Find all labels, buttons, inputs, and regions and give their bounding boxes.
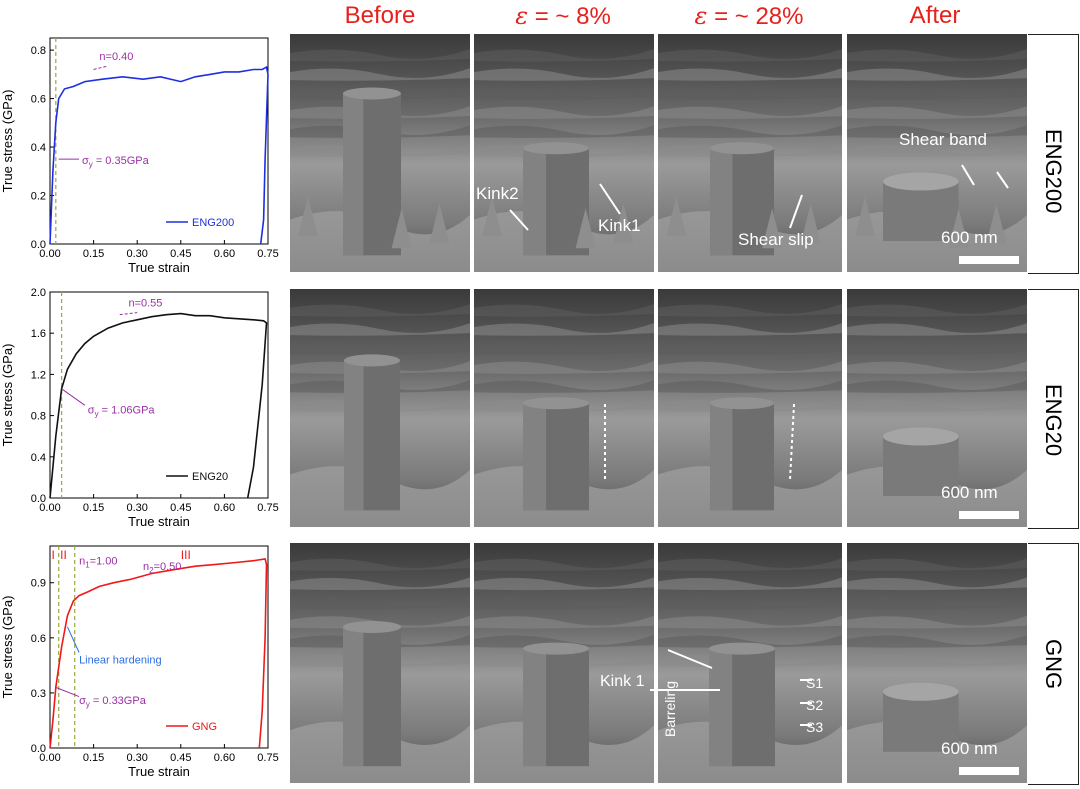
stage-label: II	[60, 548, 67, 562]
row-label-gng: GNG	[1041, 639, 1066, 690]
sem-image-eng20-strain-8	[474, 289, 654, 527]
x-axis-label: True strain	[128, 514, 190, 529]
plot-frame	[49, 37, 269, 245]
annotation-barreling: Barreling	[662, 680, 678, 737]
scale-bar-label-eng200: 600 nm	[941, 228, 998, 247]
column-title-strain-8: ε = ~ 8%	[515, 2, 611, 30]
x-tick-label: 0.45	[170, 752, 191, 764]
annotation-s2: S2	[806, 697, 824, 713]
chart-eng200: 0.00 0.15 0.30 0.45 0.60 0.75 0.0 0.2 0.4 0.6 0.8 T…	[0, 30, 285, 280]
series-line-eng200	[49, 65, 269, 245]
x-tick-label: 0.15	[83, 248, 104, 260]
plot-frame	[49, 545, 269, 749]
y-tick-label: 0.8	[31, 45, 46, 57]
x-tick-label: 0.60	[214, 248, 235, 260]
scale-bar-gng	[959, 767, 1019, 775]
annotation-shear-band: Shear band	[899, 130, 987, 149]
annotation-kink2: Kink2	[476, 184, 519, 203]
x-tick-label: 0.75	[257, 502, 278, 514]
sem-image-eng20-after	[847, 289, 1027, 527]
sem-image-gng-after	[847, 543, 1027, 783]
x-tick-label: 0.00	[39, 752, 60, 764]
x-tick-label: 0.60	[214, 502, 235, 514]
y-axis-label: True stress (GPa)	[0, 596, 15, 699]
x-tick-label: 0.15	[83, 752, 104, 764]
x-tick-label: 0.30	[126, 752, 147, 764]
x-tick-label: 0.75	[257, 752, 278, 764]
scale-bar-eng20	[959, 511, 1019, 519]
annotation-shear-slip: Shear slip	[738, 230, 814, 249]
x-tick-label: 0.45	[170, 502, 191, 514]
y-tick-label: 0.9	[31, 578, 46, 590]
legend-label: GNG	[192, 721, 217, 733]
row-label-box-gng: GNG	[1028, 543, 1079, 785]
column-title-strain-28: ε = ~ 28%	[694, 2, 804, 30]
sem-image-gng-strain-28	[658, 543, 842, 783]
x-tick-label: 0.75	[257, 248, 278, 260]
y-tick-label: 0.2	[31, 191, 46, 203]
sem-image-eng200-strain-8	[474, 34, 654, 272]
sem-image-gng-strain-8	[474, 543, 654, 783]
chart-annotation: σy = 0.33GPa	[79, 695, 147, 709]
y-tick-label: 0.8	[31, 411, 46, 423]
x-axis-label: True strain	[128, 764, 190, 779]
chart-eng20: 0.00 0.15 0.30 0.45 0.60 0.75 0.0 0.4 0.8 1.2 1.6 2…	[0, 284, 285, 534]
x-tick-label: 0.60	[214, 752, 235, 764]
sem-image-eng20-strain-28	[658, 289, 842, 527]
sem-image-gng-before	[290, 543, 470, 783]
chart-annotation: n1=1.00	[79, 555, 117, 569]
y-tick-label: 2.0	[31, 287, 46, 299]
y-tick-label: 0.0	[31, 743, 46, 755]
chart-annotation: n=0.55	[128, 297, 162, 309]
column-title-after: After	[909, 2, 961, 29]
y-tick-label: 0.4	[31, 452, 46, 464]
y-tick-label: 0.3	[31, 688, 46, 700]
sem-image-eng200-after	[847, 34, 1027, 272]
scale-bar-label-eng20: 600 nm	[941, 483, 998, 502]
stage-label: I	[51, 548, 54, 562]
x-tick-label: 0.00	[39, 248, 60, 260]
annotation-s3: S3	[806, 719, 824, 735]
legend-label: ENG200	[192, 217, 234, 229]
x-tick-label: 0.00	[39, 502, 60, 514]
sem-image-eng200-before	[290, 34, 470, 272]
y-tick-label: 0.0	[31, 239, 46, 251]
annotation-kink1: Kink1	[598, 216, 641, 235]
annotation-gng-kink1: Kink 1	[600, 673, 645, 690]
plot-frame	[49, 291, 269, 499]
legend-label: ENG20	[192, 471, 228, 483]
x-tick-label: 0.30	[126, 248, 147, 260]
sem-image-eng20-before	[290, 289, 470, 527]
row-label-eng200: ENG200	[1041, 129, 1066, 214]
scale-bar-eng200	[959, 256, 1019, 264]
chart-annotation: Linear hardening	[79, 655, 162, 667]
series-line-gng	[49, 557, 268, 749]
y-axis-label: True stress (GPa)	[0, 344, 15, 447]
x-tick-label: 0.45	[170, 248, 191, 260]
scale-bar-label-gng: 600 nm	[941, 739, 998, 758]
chart-annotation: σy = 0.35GPa	[82, 155, 150, 169]
chart-annotation: σy = 1.06GPa	[88, 405, 156, 419]
annotation-s1: S1	[806, 675, 824, 691]
chart-gng: 0.00 0.15 0.30 0.45 0.60 0.75 0.0 0.3 0.6 0.9 True…	[0, 538, 285, 784]
y-tick-label: 0.6	[31, 633, 46, 645]
y-tick-label: 1.2	[31, 369, 46, 381]
y-axis-label: True stress (GPa)	[0, 90, 15, 193]
x-axis-label: True strain	[128, 260, 190, 275]
chart-annotation: n2=0.50	[143, 561, 181, 575]
x-tick-label: 0.15	[83, 502, 104, 514]
series-line-eng20	[49, 312, 268, 499]
column-title-before: Before	[344, 2, 416, 29]
y-tick-label: 1.6	[31, 328, 46, 340]
row-label-box-eng200: ENG200	[1028, 34, 1079, 274]
stage-label: III	[181, 548, 191, 562]
sem-image-eng200-strain-28	[658, 34, 842, 272]
chart-annotation: n=0.40	[99, 51, 133, 63]
y-tick-label: 0.4	[31, 142, 46, 154]
y-tick-label: 0.6	[31, 94, 46, 106]
row-label-eng20: ENG20	[1041, 384, 1066, 457]
y-tick-label: 0.0	[31, 493, 46, 505]
x-tick-label: 0.30	[126, 502, 147, 514]
row-label-box-eng20: ENG20	[1028, 289, 1079, 529]
